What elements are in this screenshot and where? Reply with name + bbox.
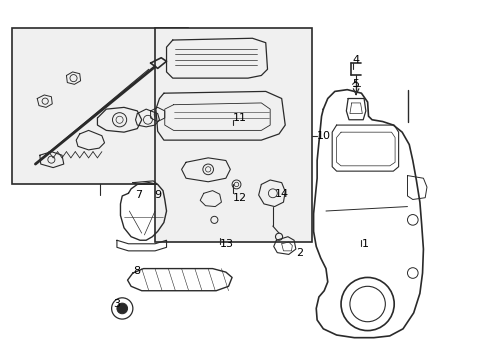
Circle shape [157,55,165,64]
Text: 9: 9 [154,190,161,200]
Text: 8: 8 [133,266,140,276]
Text: 11: 11 [232,113,246,123]
Text: 7: 7 [135,190,142,200]
Text: 10: 10 [317,131,330,141]
Text: 1: 1 [361,239,367,249]
Bar [155,28,311,242]
Text: 13: 13 [219,239,233,249]
Text: 12: 12 [232,193,246,203]
Text: 4: 4 [352,55,359,66]
Text: 3: 3 [113,299,120,309]
Bar [12,28,187,184]
Text: 5: 5 [352,79,359,89]
Circle shape [117,303,127,314]
Text: 14: 14 [274,189,288,199]
Text: 2: 2 [295,248,303,258]
